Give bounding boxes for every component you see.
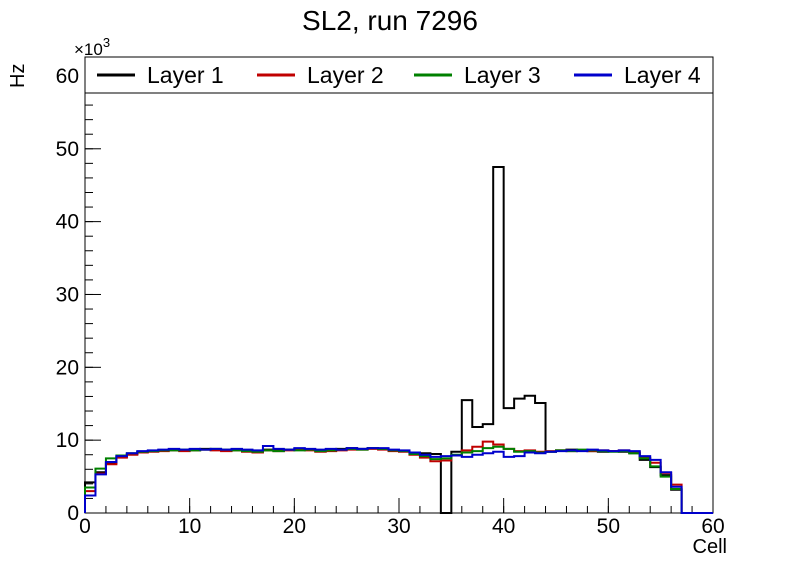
chart-title: SL2, run 7296 — [302, 5, 478, 36]
x-tick-label: 10 — [178, 515, 201, 538]
y-tick-label: 20 — [56, 356, 79, 379]
y-tick-label: 60 — [56, 65, 79, 88]
layer-1-histogram — [84, 165, 713, 514]
layer-2-legend-label: Layer 2 — [307, 62, 384, 88]
x-tick-label: 40 — [492, 515, 515, 538]
layer-3-legend-label: Layer 3 — [464, 62, 541, 88]
y-tick-label: 0 — [67, 502, 79, 525]
layer-4-histogram — [84, 444, 713, 514]
y-tick-label: 10 — [56, 429, 79, 452]
y-axis-multiplier-base: ×10 — [74, 40, 103, 59]
x-tick-label: 60 — [701, 515, 724, 538]
y-tick-label: 50 — [56, 138, 79, 161]
y-tick-label: 30 — [56, 283, 79, 306]
x-axis-title: Cell — [693, 536, 727, 558]
layer-4-legend-label: Layer 4 — [624, 62, 701, 88]
layer-1-legend-label: Layer 1 — [147, 62, 224, 88]
x-tick-label: 20 — [283, 515, 306, 538]
y-tick-label: 40 — [56, 211, 79, 234]
y-axis-title: Hz — [7, 64, 29, 88]
y-axis-multiplier-exponent: 3 — [103, 35, 110, 50]
plot-frame — [84, 56, 714, 514]
x-tick-label: 0 — [79, 515, 91, 538]
y-axis-multiplier: ×103 — [74, 35, 110, 59]
x-tick-label: 50 — [597, 515, 620, 538]
x-tick-label: 30 — [387, 515, 410, 538]
